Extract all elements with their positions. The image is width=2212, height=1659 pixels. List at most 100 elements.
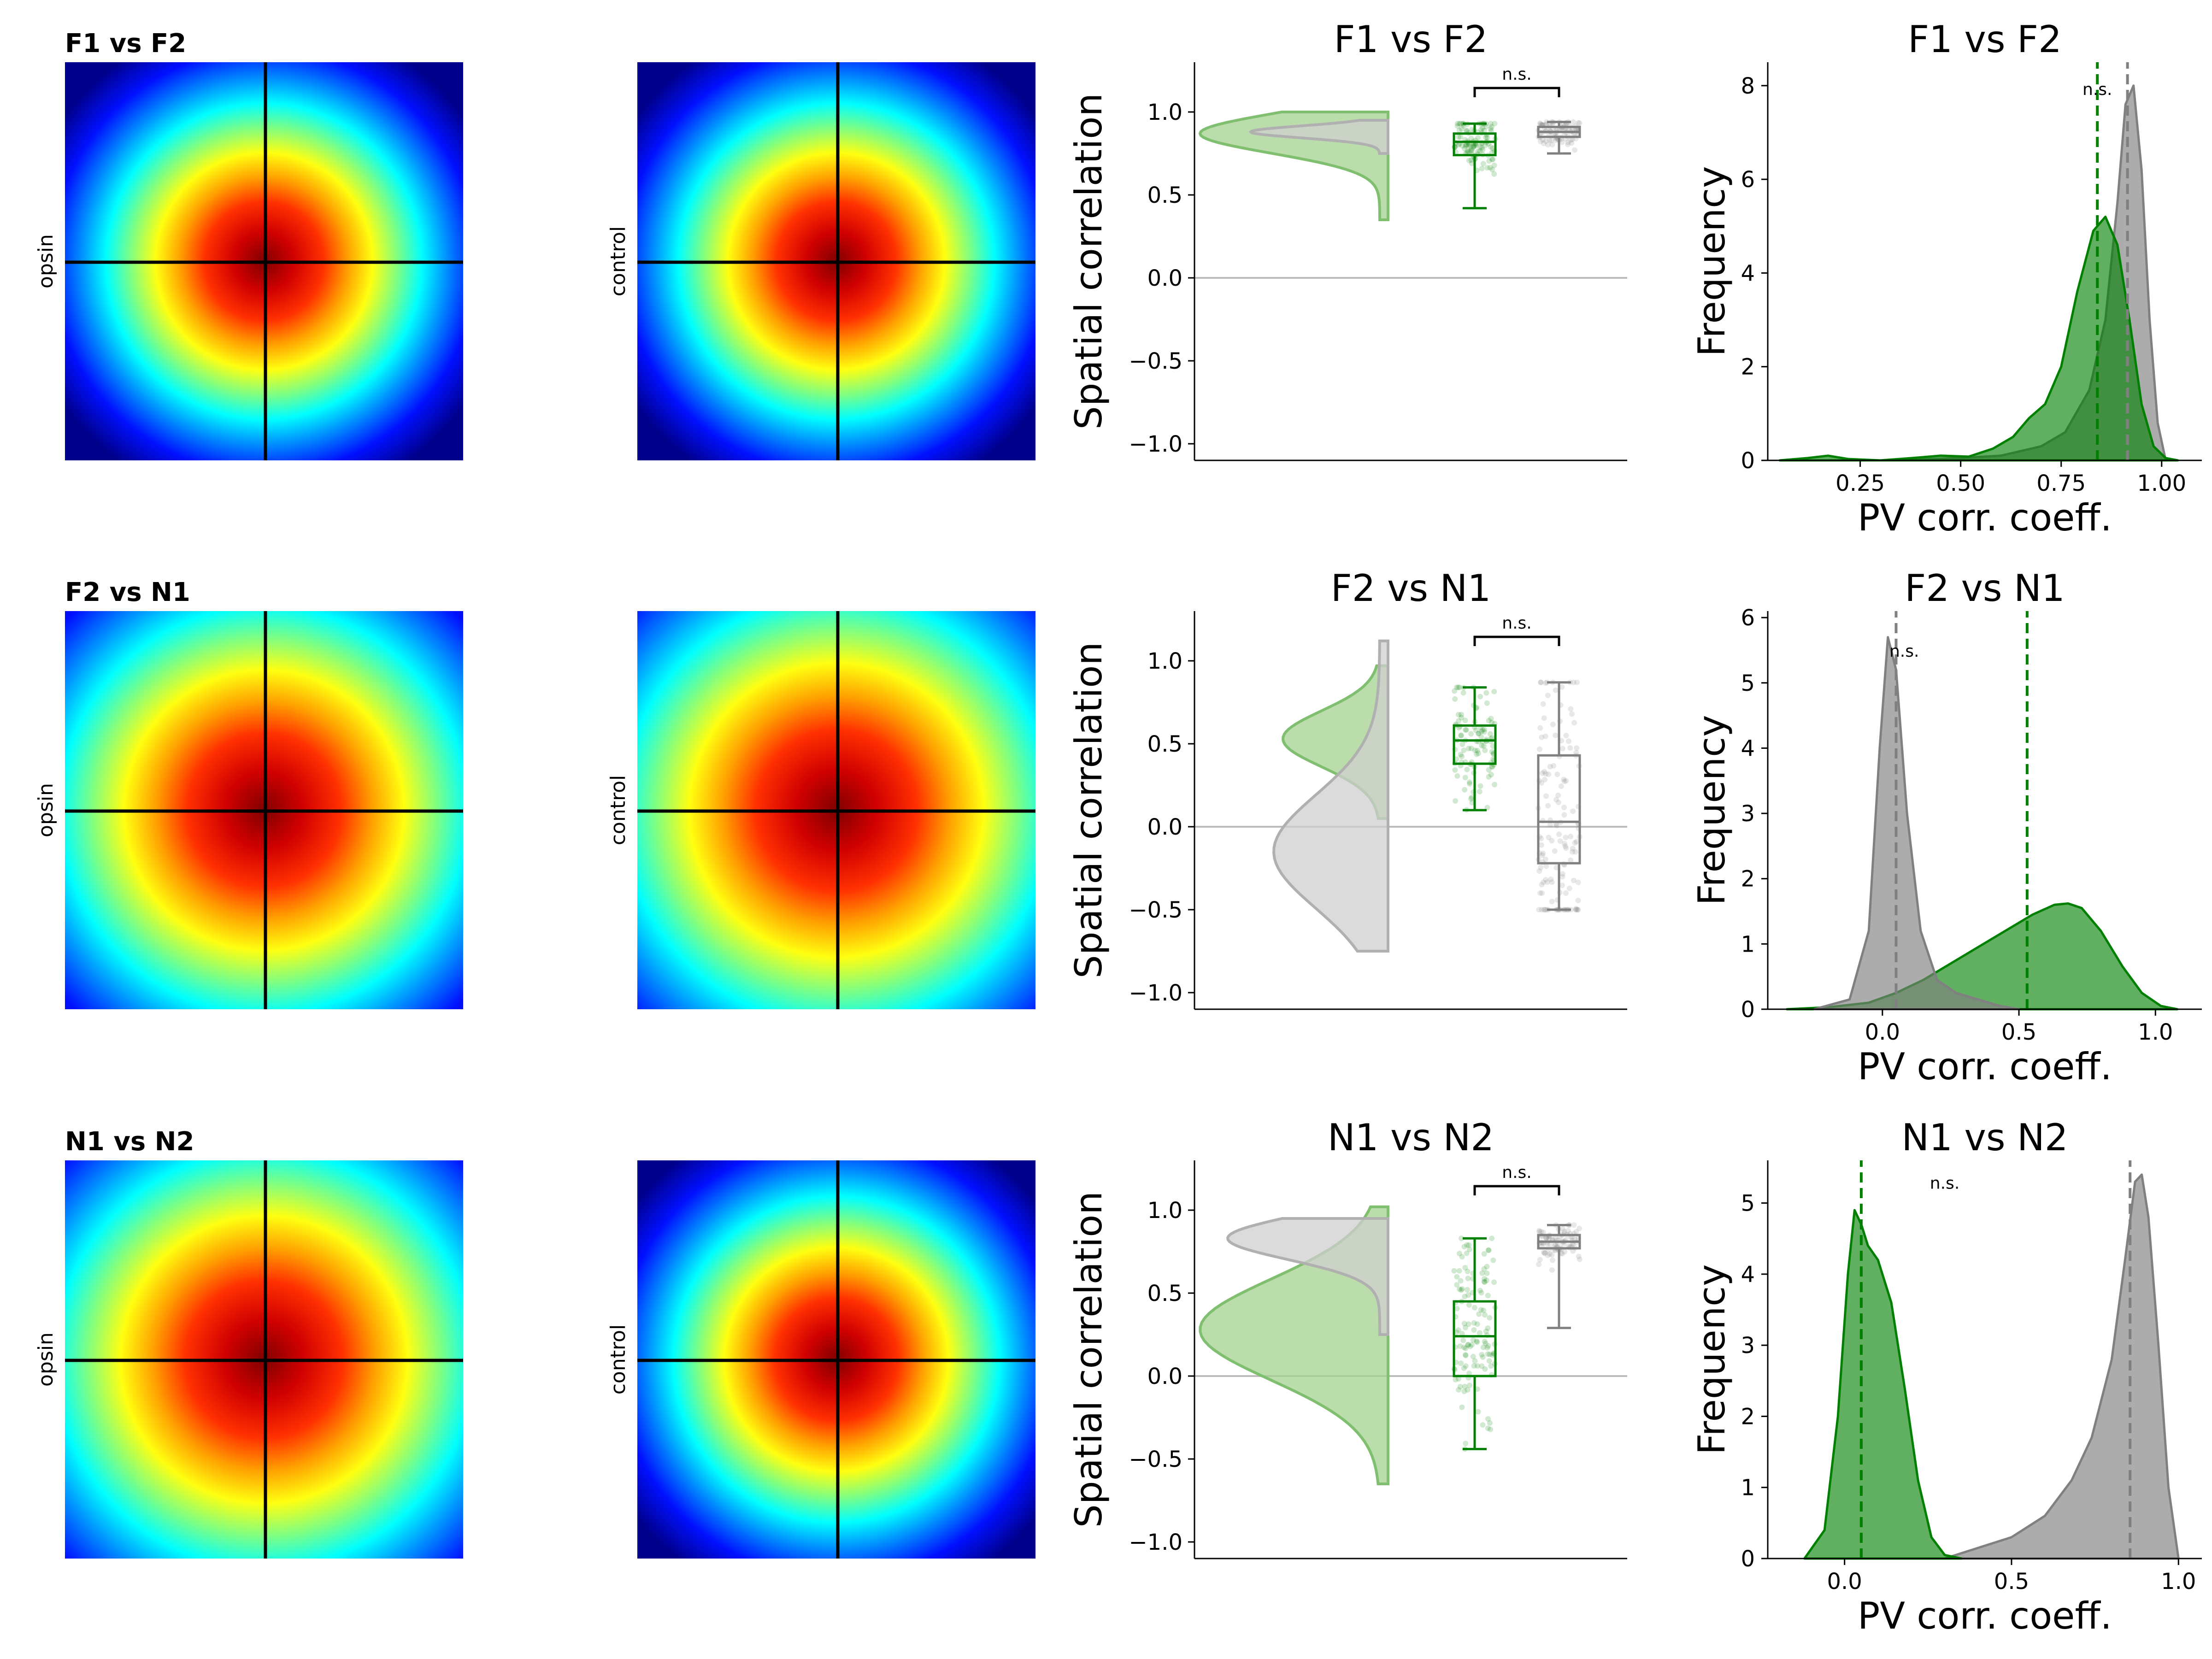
y-tick-label: 4 bbox=[1741, 1262, 1755, 1288]
control-jitter-point bbox=[1561, 1229, 1567, 1235]
opsin-density bbox=[1803, 1209, 1963, 1560]
y-tick-label: 1.0 bbox=[1147, 648, 1182, 674]
opsin-jitter-point bbox=[1488, 1363, 1494, 1369]
opsin-jitter-point bbox=[1481, 1279, 1487, 1285]
y-axis-label: Frequency bbox=[1690, 1264, 1733, 1454]
opsin-jitter-point bbox=[1463, 1353, 1469, 1359]
control-jitter-point bbox=[1541, 1250, 1547, 1256]
opsin-jitter-point bbox=[1474, 1338, 1480, 1344]
opsin-jitter-point bbox=[1468, 157, 1474, 163]
control-jitter-point bbox=[1539, 771, 1545, 776]
opsin-jitter-point bbox=[1479, 145, 1485, 151]
control-jitter-point bbox=[1549, 899, 1555, 905]
x-tick-label: 0.25 bbox=[1835, 471, 1885, 496]
opsin-jitter-point bbox=[1474, 1321, 1480, 1327]
opsin-jitter-point bbox=[1454, 1274, 1460, 1280]
opsin-jitter-point bbox=[1467, 779, 1472, 785]
opsin-jitter-point bbox=[1457, 1384, 1463, 1390]
y-tick-label: −0.5 bbox=[1129, 1447, 1182, 1472]
opsin-jitter-point bbox=[1452, 688, 1458, 694]
opsin-jitter-point bbox=[1463, 1352, 1468, 1358]
control-jitter-point bbox=[1573, 1229, 1579, 1235]
control-jitter-point bbox=[1536, 1228, 1542, 1234]
control-jitter-point bbox=[1563, 845, 1569, 851]
opsin-jitter-point bbox=[1471, 1327, 1477, 1333]
opsin-jitter-point bbox=[1486, 767, 1492, 773]
opsin-jitter-point bbox=[1478, 729, 1484, 735]
control-heatmap bbox=[637, 611, 1035, 1009]
opsin-jitter-point bbox=[1486, 1247, 1492, 1253]
opsin-jitter-point bbox=[1481, 1251, 1487, 1257]
control-jitter-point bbox=[1541, 907, 1547, 912]
opsin-jitter-point bbox=[1472, 747, 1478, 753]
control-jitter-point bbox=[1540, 137, 1546, 143]
opsin-jitter-point bbox=[1489, 1235, 1495, 1241]
y-tick-label: 5 bbox=[1741, 1191, 1755, 1217]
control-jitter-point bbox=[1570, 808, 1576, 814]
opsin-box bbox=[1453, 724, 1497, 765]
y-tick-label: 0 bbox=[1741, 997, 1755, 1023]
opsin-jitter-point bbox=[1459, 1254, 1465, 1260]
x-tick-label: 0.75 bbox=[2036, 471, 2086, 496]
control-jitter-point bbox=[1542, 777, 1547, 782]
opsin-jitter-point bbox=[1468, 731, 1474, 737]
opsin-jitter-point bbox=[1465, 1321, 1471, 1327]
opsin-jitter-point bbox=[1486, 1358, 1492, 1364]
opsin-jitter-point bbox=[1491, 171, 1497, 177]
opsin-jitter-point bbox=[1471, 1363, 1477, 1369]
control-jitter-point bbox=[1541, 879, 1546, 885]
control-jitter-point bbox=[1573, 907, 1579, 912]
control-jitter-point bbox=[1567, 745, 1573, 751]
y-tick-label: 0.5 bbox=[1147, 731, 1182, 757]
opsin-heatmap bbox=[65, 62, 463, 460]
control-jitter-point bbox=[1544, 679, 1550, 685]
control-jitter-point bbox=[1538, 679, 1544, 685]
panel-title: F1 vs F2 bbox=[1334, 18, 1488, 61]
opsin-jitter-point bbox=[1486, 718, 1492, 724]
opsin-jitter-point bbox=[1461, 146, 1467, 152]
opsin-jitter-point bbox=[1461, 747, 1467, 753]
opsin-jitter-point bbox=[1491, 688, 1497, 694]
control-heatmap bbox=[637, 1160, 1035, 1559]
control-jitter-point bbox=[1553, 797, 1559, 803]
opsin-jitter-point bbox=[1484, 135, 1490, 141]
opsin-jitter-point bbox=[1468, 135, 1474, 141]
opsin-jitter-point bbox=[1459, 715, 1465, 721]
opsin-jitter-point bbox=[1481, 743, 1487, 749]
opsin-jitter-point bbox=[1489, 167, 1495, 172]
opsin-jitter-point bbox=[1465, 148, 1471, 154]
control-jitter-point bbox=[1558, 783, 1564, 789]
opsin-box bbox=[1453, 1300, 1497, 1377]
control-jitter-point bbox=[1548, 877, 1554, 882]
raincloud-panel: n.s. 1.0 0.5 0.0 −0.5 −1.0 Spatial correlation… bbox=[1067, 1116, 1627, 1559]
y-axis-label: Frequency bbox=[1690, 166, 1733, 356]
control-density bbox=[1943, 1173, 2180, 1560]
control-jitter-point bbox=[1574, 745, 1580, 751]
y-tick-label: 0 bbox=[1741, 1546, 1755, 1572]
opsin-jitter-point bbox=[1452, 767, 1458, 773]
y-tick-label: 4 bbox=[1741, 260, 1755, 286]
opsin-jitter-point bbox=[1479, 1270, 1485, 1276]
opsin-jitter-point bbox=[1471, 143, 1477, 149]
control-jitter-point bbox=[1561, 805, 1567, 811]
opsin-jitter-point bbox=[1473, 727, 1479, 733]
y-tick-label: −0.5 bbox=[1129, 897, 1182, 923]
control-jitter-point bbox=[1568, 857, 1574, 863]
control-jitter-point bbox=[1543, 138, 1549, 144]
control-jitter-point bbox=[1571, 679, 1577, 685]
opsin-jitter-point bbox=[1469, 1342, 1475, 1348]
opsin-jitter-point bbox=[1458, 134, 1464, 140]
opsin-jitter-point bbox=[1477, 148, 1483, 154]
opsin-jitter-point bbox=[1461, 1244, 1467, 1250]
control-jitter-point bbox=[1539, 890, 1545, 896]
opsin-jitter-point bbox=[1457, 684, 1463, 690]
control-jitter-point bbox=[1539, 852, 1545, 858]
control-jitter-point bbox=[1561, 777, 1567, 782]
control-jitter-point bbox=[1546, 835, 1552, 841]
opsin-jitter-point bbox=[1459, 1235, 1464, 1241]
opsin-jitter-point bbox=[1463, 1346, 1469, 1351]
control-jitter-point bbox=[1540, 1230, 1546, 1235]
y-tick-label: 5 bbox=[1741, 671, 1755, 696]
control-jitter-point bbox=[1559, 882, 1565, 888]
opsin-jitter-point bbox=[1482, 1312, 1488, 1318]
